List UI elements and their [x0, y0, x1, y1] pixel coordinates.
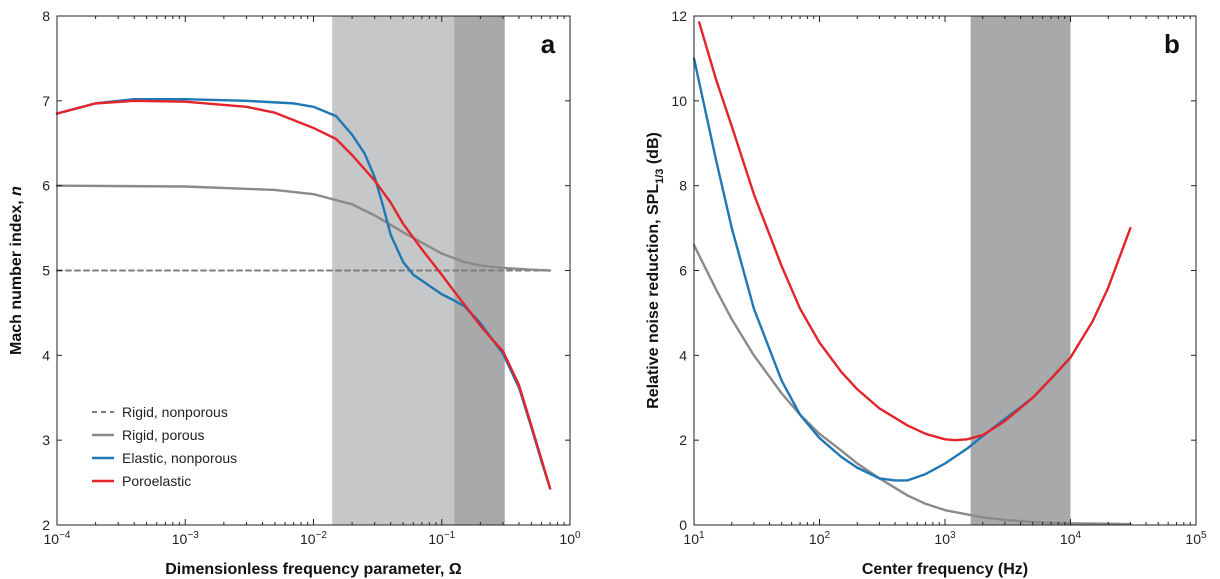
y-tick-label: 8 [679, 178, 687, 194]
legend: Rigid, nonporous Rigid, porous Elastic, no… [92, 404, 237, 489]
y-tick-label: 8 [42, 8, 50, 24]
x-tick-label: 10−4 [44, 530, 71, 547]
legend-label: Rigid, porous [122, 427, 205, 443]
shaded-band [970, 16, 1071, 525]
y-tick-label: 7 [42, 93, 50, 109]
y-tick-label: 2 [42, 517, 50, 533]
y-axis-title: Relative noise reduction, SPL1/3 (dB) [645, 132, 666, 409]
series-line-2 [697, 21, 1132, 442]
y-axis-title: Mach number index, n [8, 186, 25, 355]
panel-b: 0 2 4 6 8 10 12 101 102 103 104 105 Center frequency… [645, 8, 1207, 578]
y-tick-label: 6 [42, 178, 50, 194]
x-tick-label: 10−2 [300, 530, 327, 547]
y-tick-label: 3 [42, 432, 50, 448]
x-tick-label: 10−1 [428, 530, 455, 547]
series-line-rigid-porous [55, 184, 552, 272]
series-line-poroelastic [55, 99, 552, 490]
panel-letter: b [1164, 29, 1180, 59]
x-tick-label: 104 [1060, 530, 1082, 547]
y-tick-label: 4 [679, 347, 687, 363]
x-tick-label: 102 [809, 530, 831, 547]
y-tick-label: 12 [671, 8, 687, 24]
panel-a: 2 3 4 5 6 7 8 10−4 10−3 10−2 10−1 100 Dimensionless … [8, 8, 581, 578]
y-tick-label: 10 [671, 93, 687, 109]
y-tick-label: 6 [679, 263, 687, 279]
legend-label: Rigid, nonporous [122, 404, 228, 420]
y-tick-label: 0 [679, 517, 687, 533]
x-tick-label: 101 [683, 530, 705, 547]
x-tick-label: 100 [559, 530, 581, 547]
legend-label: Poroelastic [122, 473, 191, 489]
panel-letter: a [541, 29, 556, 59]
x-tick-label: 105 [1185, 530, 1207, 547]
y-tick-label: 5 [42, 263, 50, 279]
legend-label: Elastic, nonporous [122, 450, 237, 466]
plot-frame [693, 15, 1197, 526]
y-tick-label: 2 [679, 432, 687, 448]
x-axis-title: Center frequency (Hz) [862, 561, 1028, 578]
series-line-elastic-nonporous [55, 97, 552, 490]
y-tick-label: 4 [42, 347, 50, 363]
x-axis-title: Dimensionless frequency parameter, Ω [165, 561, 462, 578]
x-tick-label: 10−3 [172, 530, 199, 547]
x-tick-label: 103 [934, 530, 956, 547]
series-line-1 [692, 57, 1072, 482]
